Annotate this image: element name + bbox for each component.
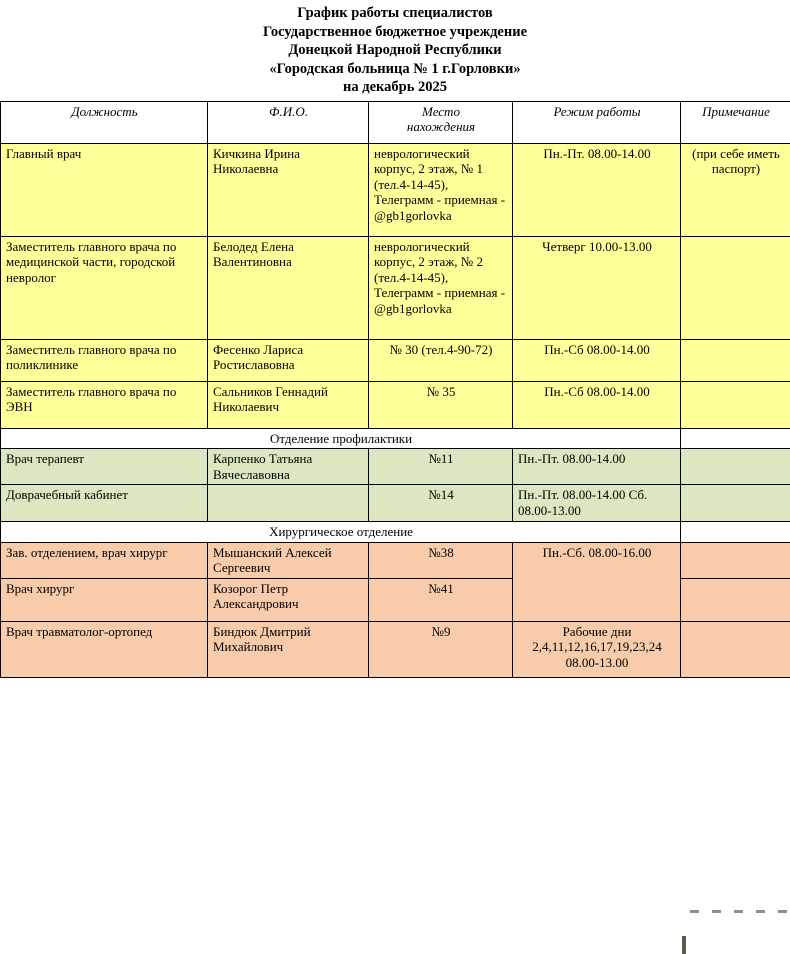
cell-note xyxy=(681,542,790,578)
section-header-row-prevention: Отделение профилактики xyxy=(1,428,790,449)
cell-place: № 35 xyxy=(369,381,513,428)
title-line-4: «Городская больница № 1 г.Горловки» xyxy=(0,60,790,79)
cell-hours: Пн.-Пт. 08.00-14.00 xyxy=(513,449,681,485)
section-title-prevention: Отделение профилактики xyxy=(1,428,681,449)
cell-hours: Пн.-Пт. 08.00-14.00 xyxy=(513,143,681,236)
cell-place: №9 xyxy=(369,621,513,677)
title-line-5: на декабрь 2025 xyxy=(0,78,790,97)
scan-artifact-tick xyxy=(682,936,686,954)
cell-post: Врач травматолог-ортопед xyxy=(1,621,208,677)
cell-hours: Пн.-Пт. 08.00-14.00 Сб. 08.00-13.00 xyxy=(513,485,681,522)
cell-note xyxy=(681,621,790,677)
cell-place: неврологический корпус, 2 этаж, № 1 (тел… xyxy=(369,143,513,236)
cell-fio: Кичкина Ирина Николаевна xyxy=(208,143,369,236)
cell-fio: Козорог Петр Александрович xyxy=(208,578,369,621)
cell-fio: Карпенко Татьяна Вячеславовна xyxy=(208,449,369,485)
cell-fio: Фесенко Лариса Ростиславовна xyxy=(208,339,369,381)
cell-place: №38 xyxy=(369,542,513,578)
cell-place: №14 xyxy=(369,485,513,522)
cell-note xyxy=(681,449,790,485)
section-spacer xyxy=(681,428,790,449)
title-line-3: Донецкой Народной Республики xyxy=(0,41,790,60)
title-line-2: Государственное бюджетное учреждение xyxy=(0,23,790,42)
cell-note xyxy=(681,381,790,428)
cell-hours: Рабочие дни 2,4,11,12,16,17,19,23,24 08.… xyxy=(513,621,681,677)
cell-fio: Белодед Елена Валентиновна xyxy=(208,236,369,339)
cell-post: Врач терапевт xyxy=(1,449,208,485)
table-row: Главный врач Кичкина Ирина Николаевна не… xyxy=(1,143,790,236)
cell-fio: Биндюк Дмитрий Михайлович xyxy=(208,621,369,677)
table-row: Зав. отделением, врач хирург Мышанский А… xyxy=(1,542,790,578)
table-row: Заместитель главного врача по поликлиник… xyxy=(1,339,790,381)
column-header-post: Должность xyxy=(1,101,208,143)
cell-post: Зав. отделением, врач хирург xyxy=(1,542,208,578)
cell-fio xyxy=(208,485,369,522)
section-title-surgery: Хирургическое отделение xyxy=(1,522,681,543)
cell-hours: Пн.-Сб 08.00-14.00 xyxy=(513,339,681,381)
column-header-place: Место нахождения xyxy=(369,101,513,143)
cell-post: Заместитель главного врача по поликлиник… xyxy=(1,339,208,381)
table-header-row: Должность Ф.И.О. Место нахождения Режим … xyxy=(1,101,790,143)
cell-post: Заместитель главного врача по медицинско… xyxy=(1,236,208,339)
column-header-fio: Ф.И.О. xyxy=(208,101,369,143)
section-header-row-surgery: Хирургическое отделение xyxy=(1,522,790,543)
table-row: Врач терапевт Карпенко Татьяна Вячеславо… xyxy=(1,449,790,485)
table-row: Врач травматолог-ортопед Биндюк Дмитрий … xyxy=(1,621,790,677)
cell-place: №41 xyxy=(369,578,513,621)
cell-fio: Сальников Геннадий Николаевич xyxy=(208,381,369,428)
cell-note xyxy=(681,236,790,339)
title-line-1: График работы специалистов xyxy=(0,4,790,23)
cell-hours: Четверг 10.00-13.00 xyxy=(513,236,681,339)
cell-post: Врач хирург xyxy=(1,578,208,621)
document-title-block: График работы специалистов Государственн… xyxy=(0,0,790,97)
cell-place: №11 xyxy=(369,449,513,485)
column-header-hours: Режим работы xyxy=(513,101,681,143)
cell-post: Главный врач xyxy=(1,143,208,236)
column-header-place-line2: нахождения xyxy=(407,119,475,134)
staff-schedule-table: Должность Ф.И.О. Место нахождения Режим … xyxy=(0,101,790,678)
cell-note xyxy=(681,339,790,381)
cell-post: Доврачебный кабинет xyxy=(1,485,208,522)
table-row: Доврачебный кабинет №14 Пн.-Пт. 08.00-14… xyxy=(1,485,790,522)
scan-artifact-dashes xyxy=(690,910,790,913)
cell-hours-merged: Пн.-Сб. 08.00-16.00 xyxy=(513,542,681,621)
cell-place: неврологический корпус, 2 этаж, № 2 (тел… xyxy=(369,236,513,339)
column-header-place-line1: Место xyxy=(422,104,460,119)
section-spacer xyxy=(681,522,790,543)
cell-hours: Пн.-Сб 08.00-14.00 xyxy=(513,381,681,428)
cell-place: № 30 (тел.4-90-72) xyxy=(369,339,513,381)
cell-note xyxy=(681,485,790,522)
table-row: Заместитель главного врача по медицинско… xyxy=(1,236,790,339)
cell-note: (при себе иметь паспорт) xyxy=(681,143,790,236)
table-row: Заместитель главного врача по ЭВН Сальни… xyxy=(1,381,790,428)
cell-note xyxy=(681,578,790,621)
column-header-note: Примечание xyxy=(681,101,790,143)
cell-post: Заместитель главного врача по ЭВН xyxy=(1,381,208,428)
cell-fio: Мышанский Алексей Сергеевич xyxy=(208,542,369,578)
